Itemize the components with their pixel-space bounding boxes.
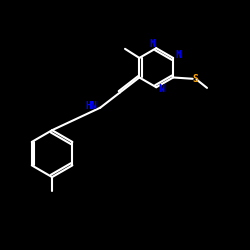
Text: N: N bbox=[150, 39, 155, 49]
Text: N: N bbox=[158, 84, 164, 94]
Text: S: S bbox=[192, 74, 198, 84]
Text: N: N bbox=[175, 50, 181, 60]
Text: HN: HN bbox=[85, 102, 97, 112]
